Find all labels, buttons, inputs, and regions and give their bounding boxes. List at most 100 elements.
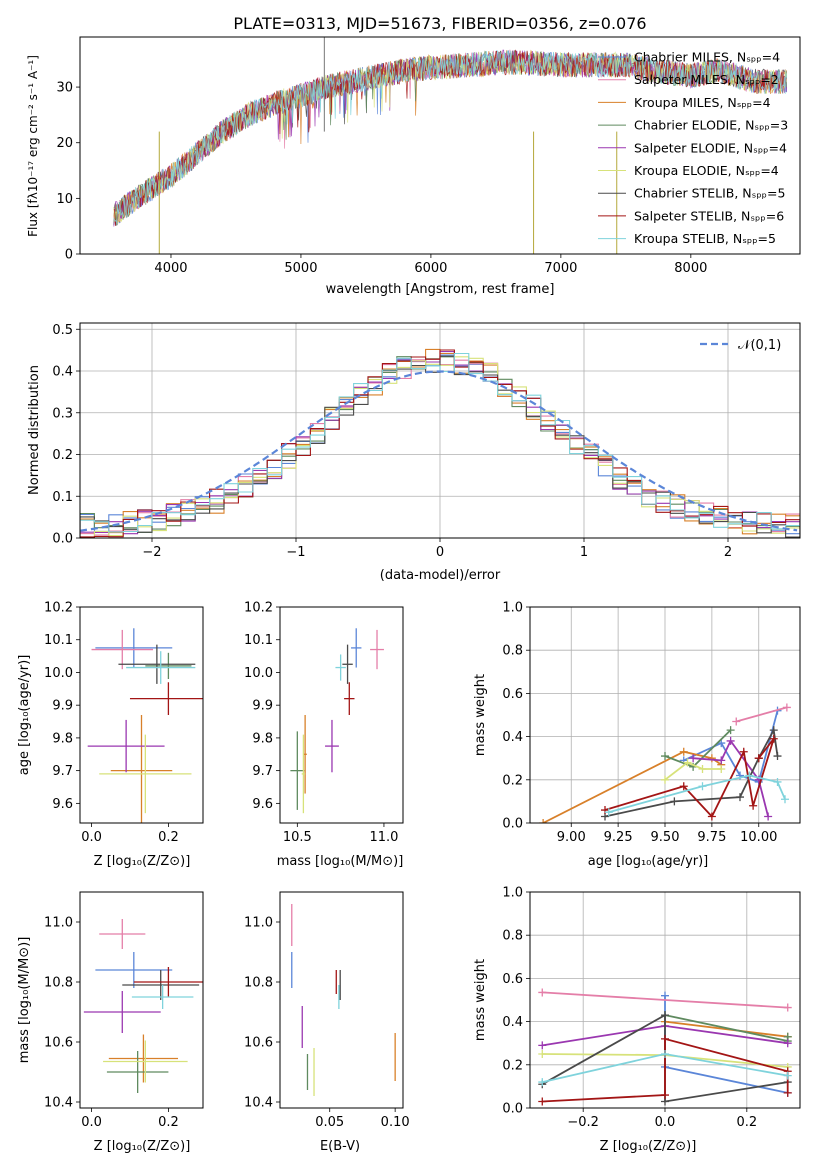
age-vs-z-xtick-label: 0.0 bbox=[81, 830, 102, 845]
residuals-plot-area bbox=[80, 348, 800, 538]
residuals-xtick-label: 0 bbox=[436, 545, 444, 560]
mass-weight-vs-z-axes: −0.2 0.0 0.2 0.0 0.2 0.4 0.6 0.8 1.0 bbox=[502, 886, 801, 1130]
age-vs-z-frame bbox=[79, 606, 204, 824]
mass-vs-z-xtick-label: 0.0 bbox=[81, 1115, 102, 1130]
mass-weight-vs-age-ylabel: mass weight bbox=[473, 674, 488, 756]
mass-vs-ebv-xlabel: E(B-V) bbox=[320, 1139, 360, 1154]
mass-weight-vs-age-series-1 bbox=[736, 706, 788, 723]
mass-weight-vs-age-panel: age [log₁₀(age/yr)] mass weight bbox=[473, 674, 708, 869]
mass-weight-vs-z-ytick-label: 0.2 bbox=[502, 1058, 523, 1073]
age-vs-mass-ytick-label: 9.6 bbox=[252, 797, 273, 812]
mass-weight-vs-age-series-8-marker bbox=[745, 771, 754, 780]
age-vs-z-ytick-label: 9.9 bbox=[52, 699, 73, 714]
mass-weight-vs-z-series-1 bbox=[542, 991, 788, 1009]
age-vs-mass-ytick-label: 9.8 bbox=[252, 731, 273, 746]
mass-weight-vs-age-series-5 bbox=[664, 761, 722, 781]
mass-weight-vs-z-series-1-marker bbox=[538, 988, 547, 997]
mass-weight-vs-z-ytick-label: 0.4 bbox=[502, 1015, 523, 1030]
mass-weight-vs-z-ytick-label: 0.8 bbox=[502, 929, 523, 944]
spectrum-xtick-label: 8000 bbox=[674, 261, 707, 276]
spectrum-plot-area bbox=[113, 37, 788, 254]
age-vs-mass-plot-area bbox=[290, 628, 384, 814]
mass-weight-vs-z-ylabel: mass weight bbox=[473, 959, 488, 1041]
spectrum-xtick-label: 7000 bbox=[544, 261, 577, 276]
mass-vs-ebv-ytick-label: 10.8 bbox=[244, 976, 273, 991]
age-vs-mass-panel: mass [log₁₀(M/M⊙)] bbox=[277, 854, 404, 869]
mass-weight-vs-z-series-8-marker bbox=[538, 1078, 547, 1087]
age-vs-z-xlabel: Z [log₁₀(Z/Z⊙)] bbox=[94, 854, 191, 869]
age-vs-z-ytick-label: 10.2 bbox=[44, 601, 73, 616]
mass-weight-vs-z-series-2 bbox=[664, 1020, 788, 1038]
age-vs-z-ytick-label: 10.1 bbox=[44, 633, 73, 648]
mass-vs-z-xtick-label: 0.2 bbox=[158, 1115, 179, 1130]
mass-weight-vs-age-series-7-marker bbox=[754, 754, 763, 763]
residuals-legend-label: 𝒩(0,1) bbox=[738, 338, 781, 353]
mass-weight-vs-age-plot-area bbox=[539, 703, 791, 823]
age-vs-mass-frame bbox=[279, 606, 404, 824]
mass-weight-vs-age-series-7-marker bbox=[707, 812, 716, 821]
mass-weight-vs-age-series-6-marker bbox=[670, 797, 679, 806]
mass-weight-vs-age-series-3-marker bbox=[726, 726, 735, 735]
residuals-ytick-label: 0.0 bbox=[52, 532, 73, 547]
mass-weight-vs-age-axes: 9.00 9.25 9.50 9.75 10.00 0.0 0.2 0.4 0.6 0.8 1.0 bbox=[502, 601, 801, 845]
spectrum-frame bbox=[79, 36, 801, 255]
mass-weight-vs-age-ytick-label: 0.4 bbox=[502, 730, 523, 745]
mass-weight-vs-z-series-7-marker bbox=[661, 1091, 669, 1100]
age-vs-mass-ytick-label: 9.7 bbox=[252, 764, 273, 779]
spectrum-ytick-label: 30 bbox=[56, 81, 73, 96]
age-vs-z-ytick-label: 10.0 bbox=[44, 666, 73, 681]
mass-vs-z-plot-area bbox=[83, 919, 203, 1093]
mass-vs-ebv-ytick-label: 11.0 bbox=[244, 916, 273, 931]
mass-vs-ebv-frame bbox=[279, 891, 404, 1109]
spectrum-xlabel: wavelength [Angstrom, rest frame] bbox=[326, 282, 555, 297]
residuals-ytick-label: 0.5 bbox=[52, 323, 73, 338]
mass-weight-vs-age-series-1-marker bbox=[732, 717, 741, 726]
spectrum-xtick-label: 4000 bbox=[154, 261, 187, 276]
age-vs-z-panel: Z [log₁₀(Z/Z⊙)] age [log₁₀(age/yr)] bbox=[17, 655, 190, 869]
mass-vs-z-xlabel: Z [log₁₀(Z/Z⊙)] bbox=[94, 1139, 191, 1154]
mass-weight-vs-age-ytick-label: 0.0 bbox=[502, 817, 523, 832]
mass-weight-vs-z-ytick-label: 1.0 bbox=[502, 886, 523, 901]
spectrum-legend-label: Chabrier MILES, Nₛₚₚ=4 bbox=[634, 50, 780, 65]
mass-vs-ebv-xtick-label: 0.10 bbox=[381, 1115, 410, 1130]
normal-curve bbox=[80, 370, 798, 532]
mass-weight-vs-age-series-7-marker bbox=[739, 747, 748, 756]
mass-weight-vs-age-series-5-marker bbox=[661, 775, 669, 784]
spectrum-legend-label: Chabrier STELIB, Nₛₚₚ=5 bbox=[634, 186, 785, 201]
mass-weight-vs-age-xlabel: age [log₁₀(age/yr)] bbox=[588, 854, 709, 869]
mass-weight-vs-z-panel: Z [log₁₀(Z/Z⊙)] mass weight bbox=[473, 959, 696, 1154]
mass-weight-vs-age-series-6 bbox=[604, 727, 779, 818]
residuals-xlabel: (data-model)/error bbox=[380, 568, 501, 583]
spectrum-series-8 bbox=[113, 49, 788, 225]
mass-weight-vs-z-frame bbox=[529, 891, 801, 1109]
mass-weight-vs-age-series-4-marker bbox=[717, 756, 726, 765]
residuals-xtick-label: −2 bbox=[142, 545, 161, 560]
mass-vs-ebv-xtick-label: 0.05 bbox=[315, 1115, 344, 1130]
age-vs-mass-axes: 10.5 11.0 9.6 9.7 9.8 9.9 10.0 10.1 10.2 bbox=[244, 601, 404, 845]
age-vs-z-ytick-label: 9.6 bbox=[52, 797, 73, 812]
mass-vs-ebv-ytick-label: 10.4 bbox=[244, 1096, 273, 1111]
mass-vs-ebv-panel: E(B-V) bbox=[320, 1139, 360, 1154]
mass-weight-vs-age-frame bbox=[529, 606, 801, 824]
mass-weight-vs-age-series-7 bbox=[604, 738, 775, 819]
residuals-xtick-label: 2 bbox=[724, 545, 732, 560]
residuals-ytick-label: 0.4 bbox=[52, 365, 73, 380]
spectrum-xtick-label: 5000 bbox=[284, 261, 317, 276]
mass-weight-vs-age-series-2-marker bbox=[539, 819, 548, 823]
age-vs-mass-ytick-label: 10.2 bbox=[244, 601, 273, 616]
age-vs-mass-ytick-label: 10.0 bbox=[244, 666, 273, 681]
mass-weight-vs-age-series-6-marker bbox=[773, 752, 782, 761]
mass-weight-vs-age-series-8-marker bbox=[698, 782, 707, 791]
spectrum-legend-label: Kroupa MILES, Nₛₚₚ=4 bbox=[634, 95, 771, 110]
mass-weight-vs-age-xtick-label: 9.75 bbox=[697, 830, 726, 845]
age-vs-z-ytick-label: 9.7 bbox=[52, 764, 73, 779]
figure-title: PLATE=0313, MJD=51673, FIBERID=0356, z=0… bbox=[233, 14, 646, 33]
mass-weight-vs-age-ytick-label: 1.0 bbox=[502, 601, 523, 616]
mass-weight-vs-z-series-4-marker bbox=[783, 1039, 792, 1048]
age-vs-mass-xlabel: mass [log₁₀(M/M⊙)] bbox=[277, 854, 404, 869]
age-vs-z-plot-area bbox=[87, 628, 203, 823]
age-vs-mass-ytick-label: 9.9 bbox=[252, 699, 273, 714]
mass-weight-vs-z-series-8-marker bbox=[783, 1071, 792, 1080]
mass-weight-vs-age-series-4-marker bbox=[726, 736, 735, 745]
